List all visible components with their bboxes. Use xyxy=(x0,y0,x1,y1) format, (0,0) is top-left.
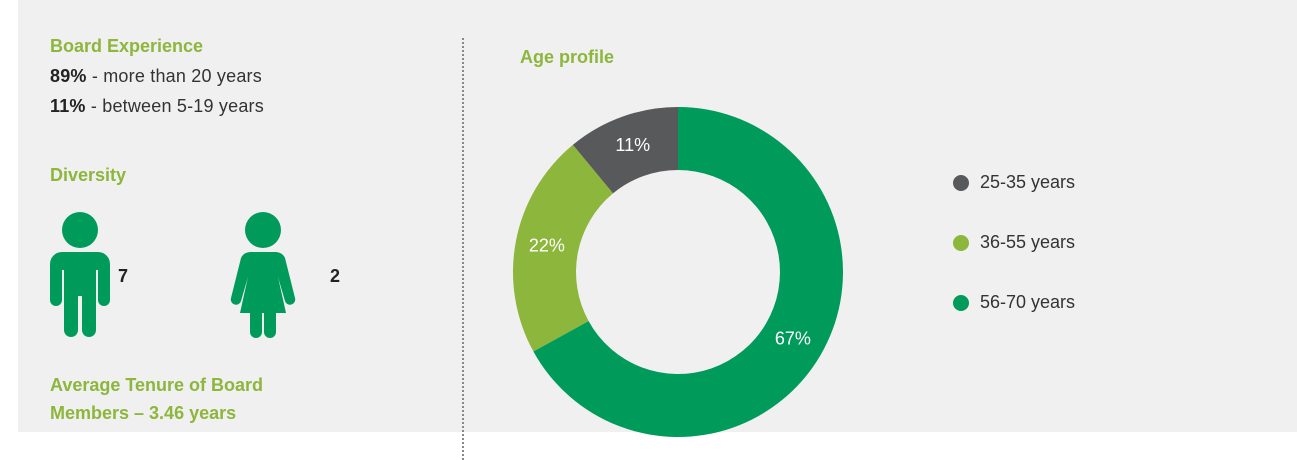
experience-line: 11% - between 5-19 years xyxy=(50,96,264,117)
legend-swatch xyxy=(953,175,969,191)
divider xyxy=(462,38,464,460)
female-count: 2 xyxy=(330,266,341,286)
data-label: 11% xyxy=(615,135,650,155)
donut-segment xyxy=(572,107,678,194)
panel xyxy=(18,0,1297,432)
male-count: 7 xyxy=(118,266,129,286)
experience-text: - more than 20 years xyxy=(86,66,262,86)
data-label: 67% xyxy=(775,329,811,349)
section-title: Board Experience xyxy=(50,36,204,56)
experience-value: 11% xyxy=(50,96,86,116)
legend-swatch xyxy=(953,295,969,311)
section-title: Diversity xyxy=(50,165,127,185)
legend-label: 36-55 years xyxy=(980,232,1075,252)
donut-segment xyxy=(513,144,613,352)
donut-segment xyxy=(533,107,844,437)
experience-value: 89% xyxy=(50,66,87,86)
legend-swatch xyxy=(953,235,969,251)
legend-label: 56-70 years xyxy=(980,292,1075,312)
tenure: Average Tenure of Board Members – 3.46 y… xyxy=(50,375,264,423)
legend-label: 25-35 years xyxy=(980,172,1075,192)
data-label: 22% xyxy=(529,236,565,256)
male-icon xyxy=(50,212,110,337)
chart-title: Age profile xyxy=(520,47,614,67)
female-icon xyxy=(230,212,296,338)
experience-line: 89% - more than 20 years xyxy=(50,66,262,87)
experience-text: - between 5-19 years xyxy=(85,96,264,116)
